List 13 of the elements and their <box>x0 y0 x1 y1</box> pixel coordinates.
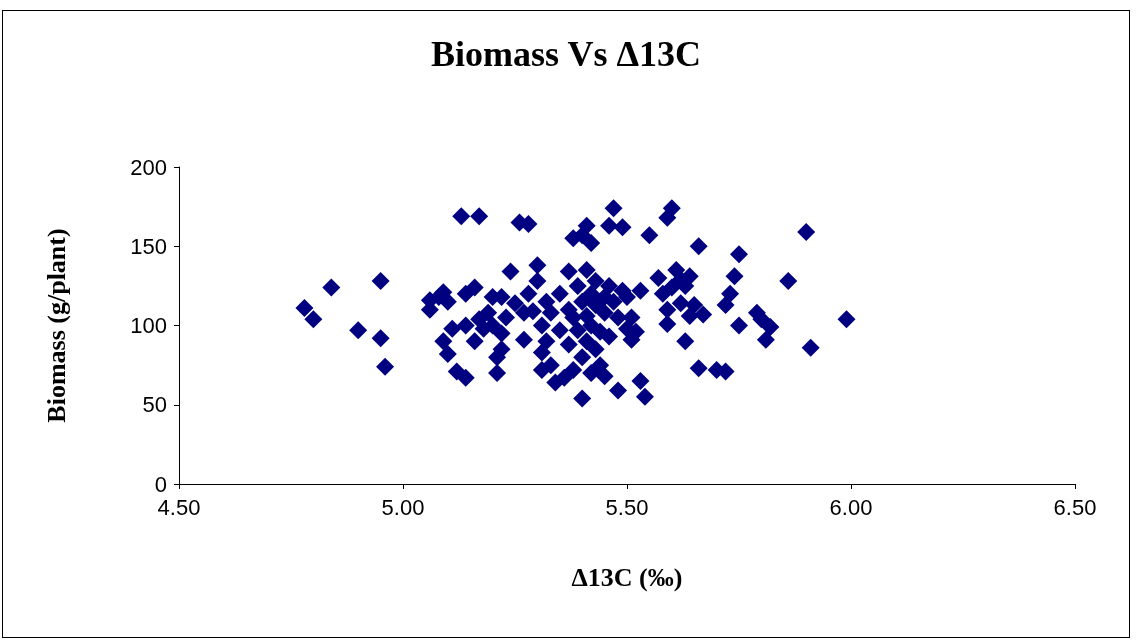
y-tick-label: 50 <box>142 392 167 418</box>
y-tick-label: 0 <box>154 471 167 497</box>
y-axis-title: Biomass (g/plant) <box>41 228 71 423</box>
y-tick-label: 150 <box>130 233 167 259</box>
x-tick-label: 5.50 <box>605 494 649 520</box>
y-tick-label: 200 <box>130 154 167 180</box>
x-tick-label: 5.00 <box>381 494 425 520</box>
x-axis-title: Δ13C (‰) <box>571 562 683 592</box>
x-tick-label: 4.50 <box>157 494 201 520</box>
y-tick-label: 100 <box>130 313 167 338</box>
x-tick-label: 6.00 <box>829 494 873 520</box>
chart-title: Biomass Vs Δ13C <box>431 34 701 74</box>
x-tick-label: 6.50 <box>1053 494 1097 520</box>
